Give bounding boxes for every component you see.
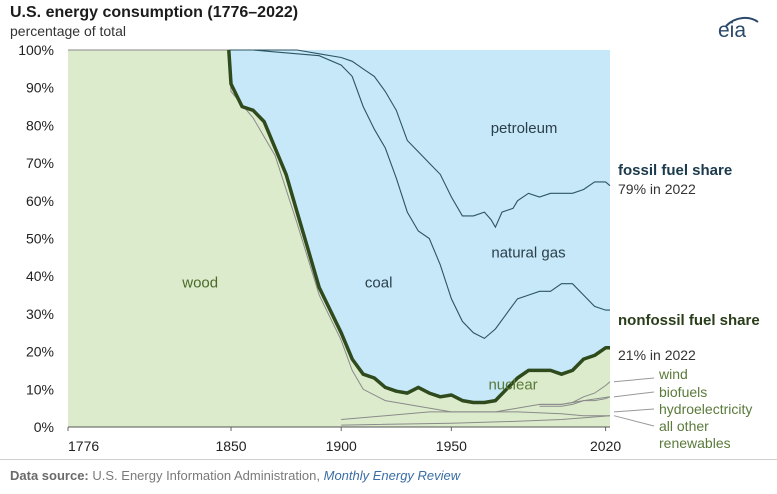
renewables-line-4: [341, 415, 611, 426]
nonfossil-area: [68, 50, 610, 427]
other-renewables-label-1: all other: [659, 418, 709, 434]
wind-label: wind: [659, 366, 688, 382]
area-label-nuclear: nuclear: [488, 376, 537, 393]
y-tick-label: 60%: [26, 193, 54, 209]
data-source-label: Data source:: [10, 468, 89, 483]
data-source-publication: Monthly Energy Review: [323, 468, 461, 483]
y-tick-label: 90%: [26, 80, 54, 96]
renewables-line-3: [341, 411, 610, 420]
fossil-share-label: fossil fuel share: [618, 162, 733, 179]
y-tick-label: 10%: [26, 381, 54, 397]
renewables-line-0: [68, 49, 611, 413]
y-tick-label: 80%: [26, 117, 54, 133]
y-tick-label: 30%: [26, 306, 54, 322]
renewables-leader-2: [613, 408, 655, 413]
renewables-leader-1: [613, 391, 655, 398]
y-tick-label: 0%: [34, 419, 54, 435]
renewables-line-1: [539, 381, 611, 405]
y-tick-label: 70%: [26, 155, 54, 171]
fossil-share-value: 79% in 2022: [618, 181, 696, 197]
renewables-line-2: [539, 396, 611, 407]
hydro-label: hydroelectricity: [659, 401, 753, 417]
area-label-coal: coal: [365, 275, 393, 292]
area-label-natural-gas: natural gas: [491, 244, 565, 261]
y-tick-label: 50%: [26, 231, 54, 247]
biofuels-label: biofuels: [659, 384, 708, 400]
renewables-leader-3: [613, 415, 655, 427]
y-tick-label: 40%: [26, 268, 54, 284]
x-tick-label: 1900: [326, 438, 357, 454]
nonfossil-share-line: [227, 49, 610, 405]
renewables-leader-0: [613, 377, 655, 383]
nonfossil-share-value: 21% in 2022: [618, 347, 696, 363]
coal-boundary-line: [228, 49, 610, 340]
eia-logo-icon: [725, 16, 759, 27]
x-tick-label: 1950: [436, 438, 467, 454]
area-label-wood: wood: [181, 275, 218, 292]
x-tick-label: 1850: [215, 438, 246, 454]
logo-text: eia: [718, 19, 747, 42]
y-tick-label: 20%: [26, 344, 54, 360]
data-source-text: U.S. Energy Information Administration,: [92, 468, 320, 483]
x-tick-label: 1776: [68, 438, 99, 454]
other-renewables-label-2: renewables: [659, 435, 731, 451]
area-label-petroleum: petroleum: [491, 120, 558, 137]
nonfossil-share-label: nonfossil fuel share: [618, 312, 760, 329]
chart-title: U.S. energy consumption (1776–2022): [10, 4, 299, 21]
chart-subtitle: percentage of total: [10, 23, 126, 39]
data-source: Data source: U.S. Energy Information Adm…: [10, 468, 460, 483]
petroleum-boundary-line: [228, 49, 611, 229]
x-tick-label: 2020: [590, 438, 621, 454]
footer-divider: [0, 459, 777, 460]
y-tick-label: 100%: [18, 42, 54, 58]
